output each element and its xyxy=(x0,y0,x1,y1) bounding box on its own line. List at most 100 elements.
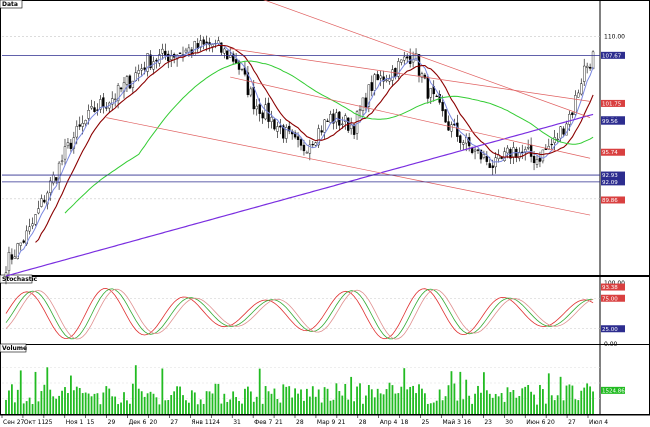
candle-body xyxy=(57,162,61,183)
volume-bar xyxy=(303,400,305,414)
x-axis-tick-label: 20 xyxy=(547,419,555,426)
volume-bar xyxy=(530,391,532,414)
volume-bar xyxy=(426,403,429,414)
x-axis-tick-label: 20 xyxy=(150,419,158,426)
volume-bar xyxy=(438,389,441,414)
volume-bar xyxy=(173,391,176,414)
volume-bar xyxy=(515,397,518,414)
candle-body xyxy=(559,126,562,139)
candle-body xyxy=(223,48,226,54)
x-axis-tick-label: 15 xyxy=(87,419,95,426)
candle-body xyxy=(388,77,391,82)
volume-bar xyxy=(25,401,28,414)
volume-bar xyxy=(524,386,527,414)
volume-bar xyxy=(317,389,320,414)
candle-body xyxy=(591,51,595,70)
candle-body xyxy=(13,256,17,259)
candle-body xyxy=(34,214,37,225)
candle-body xyxy=(7,252,11,271)
volume-bar xyxy=(217,383,220,414)
volume-bar xyxy=(568,384,571,414)
volume-bar xyxy=(241,403,243,414)
candle-body xyxy=(60,160,64,162)
candle-body xyxy=(329,114,332,123)
volume-bar xyxy=(559,376,562,414)
candle-body xyxy=(143,67,146,70)
volume-bar xyxy=(494,393,497,414)
candle-body xyxy=(249,88,253,96)
candle-body xyxy=(444,109,447,123)
candle-body xyxy=(435,95,438,98)
volume-bar xyxy=(403,368,406,414)
volume-bar xyxy=(362,403,364,414)
candle-body xyxy=(270,117,273,122)
candle-body xyxy=(158,54,161,64)
x-axis-tick-label: 31 xyxy=(233,419,241,426)
volume-bar xyxy=(550,395,553,414)
candle-body xyxy=(349,124,353,130)
volume-bar xyxy=(31,403,34,414)
volume-bar xyxy=(276,398,279,414)
volume-bar xyxy=(382,394,385,414)
volume-bar xyxy=(323,387,326,414)
candle-body xyxy=(521,151,524,153)
volume-bar xyxy=(149,391,152,414)
candle-body xyxy=(500,157,503,159)
volume-bar xyxy=(409,386,412,414)
volume-bar xyxy=(64,387,66,414)
candle-body xyxy=(72,137,76,149)
volume-bar xyxy=(574,399,577,414)
moving-average-fast xyxy=(17,42,594,258)
volume-bar xyxy=(273,388,276,414)
volume-bar xyxy=(188,402,190,414)
candle-body xyxy=(152,61,155,70)
stochastic-level-label: 75.00 xyxy=(602,296,618,302)
candle-body xyxy=(423,74,427,79)
candle-body xyxy=(476,149,480,151)
x-axis-tick-label: 23 xyxy=(484,419,492,426)
volume-bar xyxy=(235,397,237,414)
candle-body xyxy=(580,83,583,95)
candle-body xyxy=(93,107,96,112)
volume-bar xyxy=(78,388,81,414)
candle-body xyxy=(140,68,143,71)
candle-body xyxy=(550,143,553,146)
volume-bar xyxy=(450,371,453,414)
volume-bar xyxy=(123,392,125,414)
volume-bar xyxy=(471,403,473,414)
candle-body xyxy=(341,123,344,125)
candle-body xyxy=(556,138,559,141)
volume-bar xyxy=(412,385,414,414)
volume-bar xyxy=(533,394,535,414)
volume-bar xyxy=(93,393,96,414)
volume-last-tag xyxy=(601,386,625,394)
volume-title-box xyxy=(0,343,27,353)
candle-body xyxy=(515,148,518,158)
candle-body xyxy=(78,124,81,127)
volume-bar xyxy=(488,393,491,414)
volume-bar xyxy=(571,385,574,414)
candle-body xyxy=(373,74,376,91)
candle-body xyxy=(119,87,123,90)
candle-body xyxy=(69,142,73,149)
volume-bar xyxy=(347,399,350,414)
candle-body xyxy=(81,122,84,127)
moving-average-slow xyxy=(64,60,594,214)
candle-body xyxy=(231,53,235,62)
candle-body xyxy=(22,240,25,243)
volume-bar xyxy=(376,388,379,414)
volume-bar xyxy=(468,395,471,414)
candle-body xyxy=(308,144,312,154)
volume-bar xyxy=(338,391,341,414)
candle-body xyxy=(544,148,548,150)
volume-bar xyxy=(205,391,208,414)
volume-bar xyxy=(512,390,515,414)
volume-bar xyxy=(285,386,288,414)
volume-bar xyxy=(214,383,217,414)
volume-bar xyxy=(536,404,538,414)
candle-body xyxy=(99,99,102,110)
volume-bar xyxy=(453,383,456,414)
candle-body xyxy=(314,142,317,146)
volume-bar xyxy=(306,388,308,414)
